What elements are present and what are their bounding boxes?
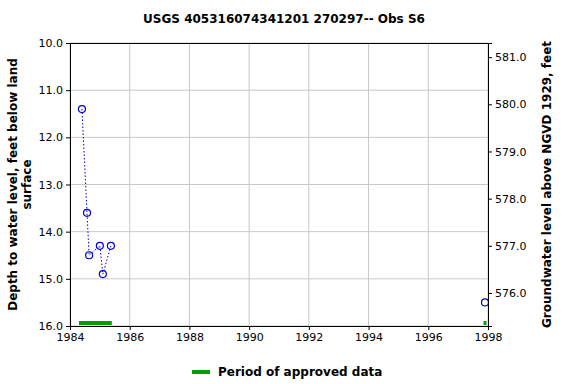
tick-label: 14.0 — [39, 226, 64, 239]
tick: 1992 — [295, 326, 323, 344]
tick: 576.0 — [488, 287, 527, 300]
data-point — [86, 252, 93, 259]
y-axis: 10.0 11.0 12.0 13.0 14.0 15.0 16.0 — [39, 37, 71, 333]
tick: 578.0 — [488, 193, 527, 206]
tick-label: 1998 — [475, 331, 503, 344]
tick: 1986 — [116, 326, 144, 344]
tick-label: 1994 — [355, 331, 383, 344]
tick-label: 1996 — [415, 331, 443, 344]
tick-mark — [369, 326, 370, 330]
y2-axis: 576.0 577.0 578.0 579.0 580.0 581.0 — [488, 44, 527, 327]
grid-line — [70, 43, 488, 44]
tick-mark — [488, 246, 492, 247]
tick: 11.0 — [39, 84, 71, 97]
tick-label: 16.0 — [39, 320, 64, 333]
tick: 579.0 — [488, 146, 527, 159]
tick: 13.0 — [39, 179, 71, 192]
axis-line — [71, 43, 489, 44]
tick-mark — [488, 104, 492, 105]
tick-label: 1992 — [295, 331, 323, 344]
plot-marks — [78, 106, 488, 325]
chart: 1984198619881990199219941996199810.011.0… — [0, 0, 576, 384]
tick: 10.0 — [39, 37, 71, 50]
x-axis-top — [71, 43, 489, 44]
tick-mark — [66, 90, 70, 91]
tick-mark — [488, 151, 492, 152]
y-axis-title-line: Depth to water level, feet below land — [6, 58, 20, 311]
tick-label: 10.0 — [39, 37, 64, 50]
axis-line — [489, 44, 493, 327]
legend-label: Period of approved data — [218, 365, 382, 379]
y-axis-title-line: surface — [20, 159, 34, 209]
tick-mark — [66, 326, 70, 327]
grid-line — [70, 231, 488, 232]
tick-mark — [66, 232, 70, 233]
grid-line — [70, 278, 488, 279]
y2-axis-title: Groundwater level above NGVD 1929, feet — [540, 41, 554, 328]
tick-mark — [309, 326, 310, 330]
tick: 1996 — [415, 326, 443, 344]
legend: Period of approved data — [192, 365, 382, 379]
data-point — [99, 271, 106, 278]
approved-period — [79, 321, 112, 325]
axis-line — [71, 327, 489, 331]
tick-mark — [66, 137, 70, 138]
tick: 14.0 — [39, 226, 71, 239]
tick-mark — [488, 199, 492, 200]
tick-label: 1990 — [236, 331, 264, 344]
tick-mark — [66, 43, 70, 44]
tick-mark — [66, 279, 70, 280]
data-point — [96, 242, 103, 249]
tick: 15.0 — [39, 273, 71, 286]
tick-mark — [488, 57, 492, 58]
grid-line — [70, 90, 488, 91]
title: USGS 405316074341201 270297-- Obs S6 — [143, 12, 425, 26]
x-axis: 19841986198819901992199419961998 — [57, 326, 503, 344]
tick-mark — [249, 326, 250, 330]
tick-label: 11.0 — [39, 84, 64, 97]
tick: 1988 — [176, 326, 204, 344]
tick-mark — [428, 326, 429, 330]
series-line — [82, 109, 485, 302]
tick-label: 13.0 — [39, 179, 64, 192]
approved-period — [484, 321, 487, 325]
tick-mark — [66, 185, 70, 186]
tick-label: 577.0 — [495, 240, 527, 253]
tick-label: 580.0 — [495, 98, 527, 111]
tick-label: 15.0 — [39, 273, 64, 286]
tick: 1998 — [475, 326, 503, 344]
data-point — [84, 209, 91, 216]
tick: 1990 — [236, 326, 264, 344]
axis-line — [66, 44, 71, 327]
tick: 577.0 — [488, 240, 527, 253]
tick-label: 578.0 — [495, 193, 527, 206]
grid — [70, 43, 488, 326]
tick: 580.0 — [488, 98, 527, 111]
tick: 16.0 — [39, 320, 71, 333]
tick-label: 576.0 — [495, 287, 527, 300]
data-point — [78, 106, 85, 113]
tick-mark — [189, 326, 190, 330]
tick-label: 12.0 — [39, 131, 64, 144]
grid-line — [70, 137, 488, 138]
legend-swatch — [192, 370, 210, 374]
grid-line — [70, 184, 488, 185]
tick-label: 1988 — [176, 331, 204, 344]
data-point — [482, 299, 488, 306]
data-point — [107, 242, 114, 249]
tick-label: 1986 — [116, 331, 144, 344]
tick: 581.0 — [488, 51, 527, 64]
tick: 12.0 — [39, 131, 71, 144]
y-axis-title: Depth to water level, feet below landsur… — [6, 58, 34, 311]
tick-label: 581.0 — [495, 51, 527, 64]
tick-mark — [488, 293, 492, 294]
tick-mark — [130, 326, 131, 330]
tick-label: 579.0 — [495, 146, 527, 159]
tick: 1994 — [355, 326, 383, 344]
